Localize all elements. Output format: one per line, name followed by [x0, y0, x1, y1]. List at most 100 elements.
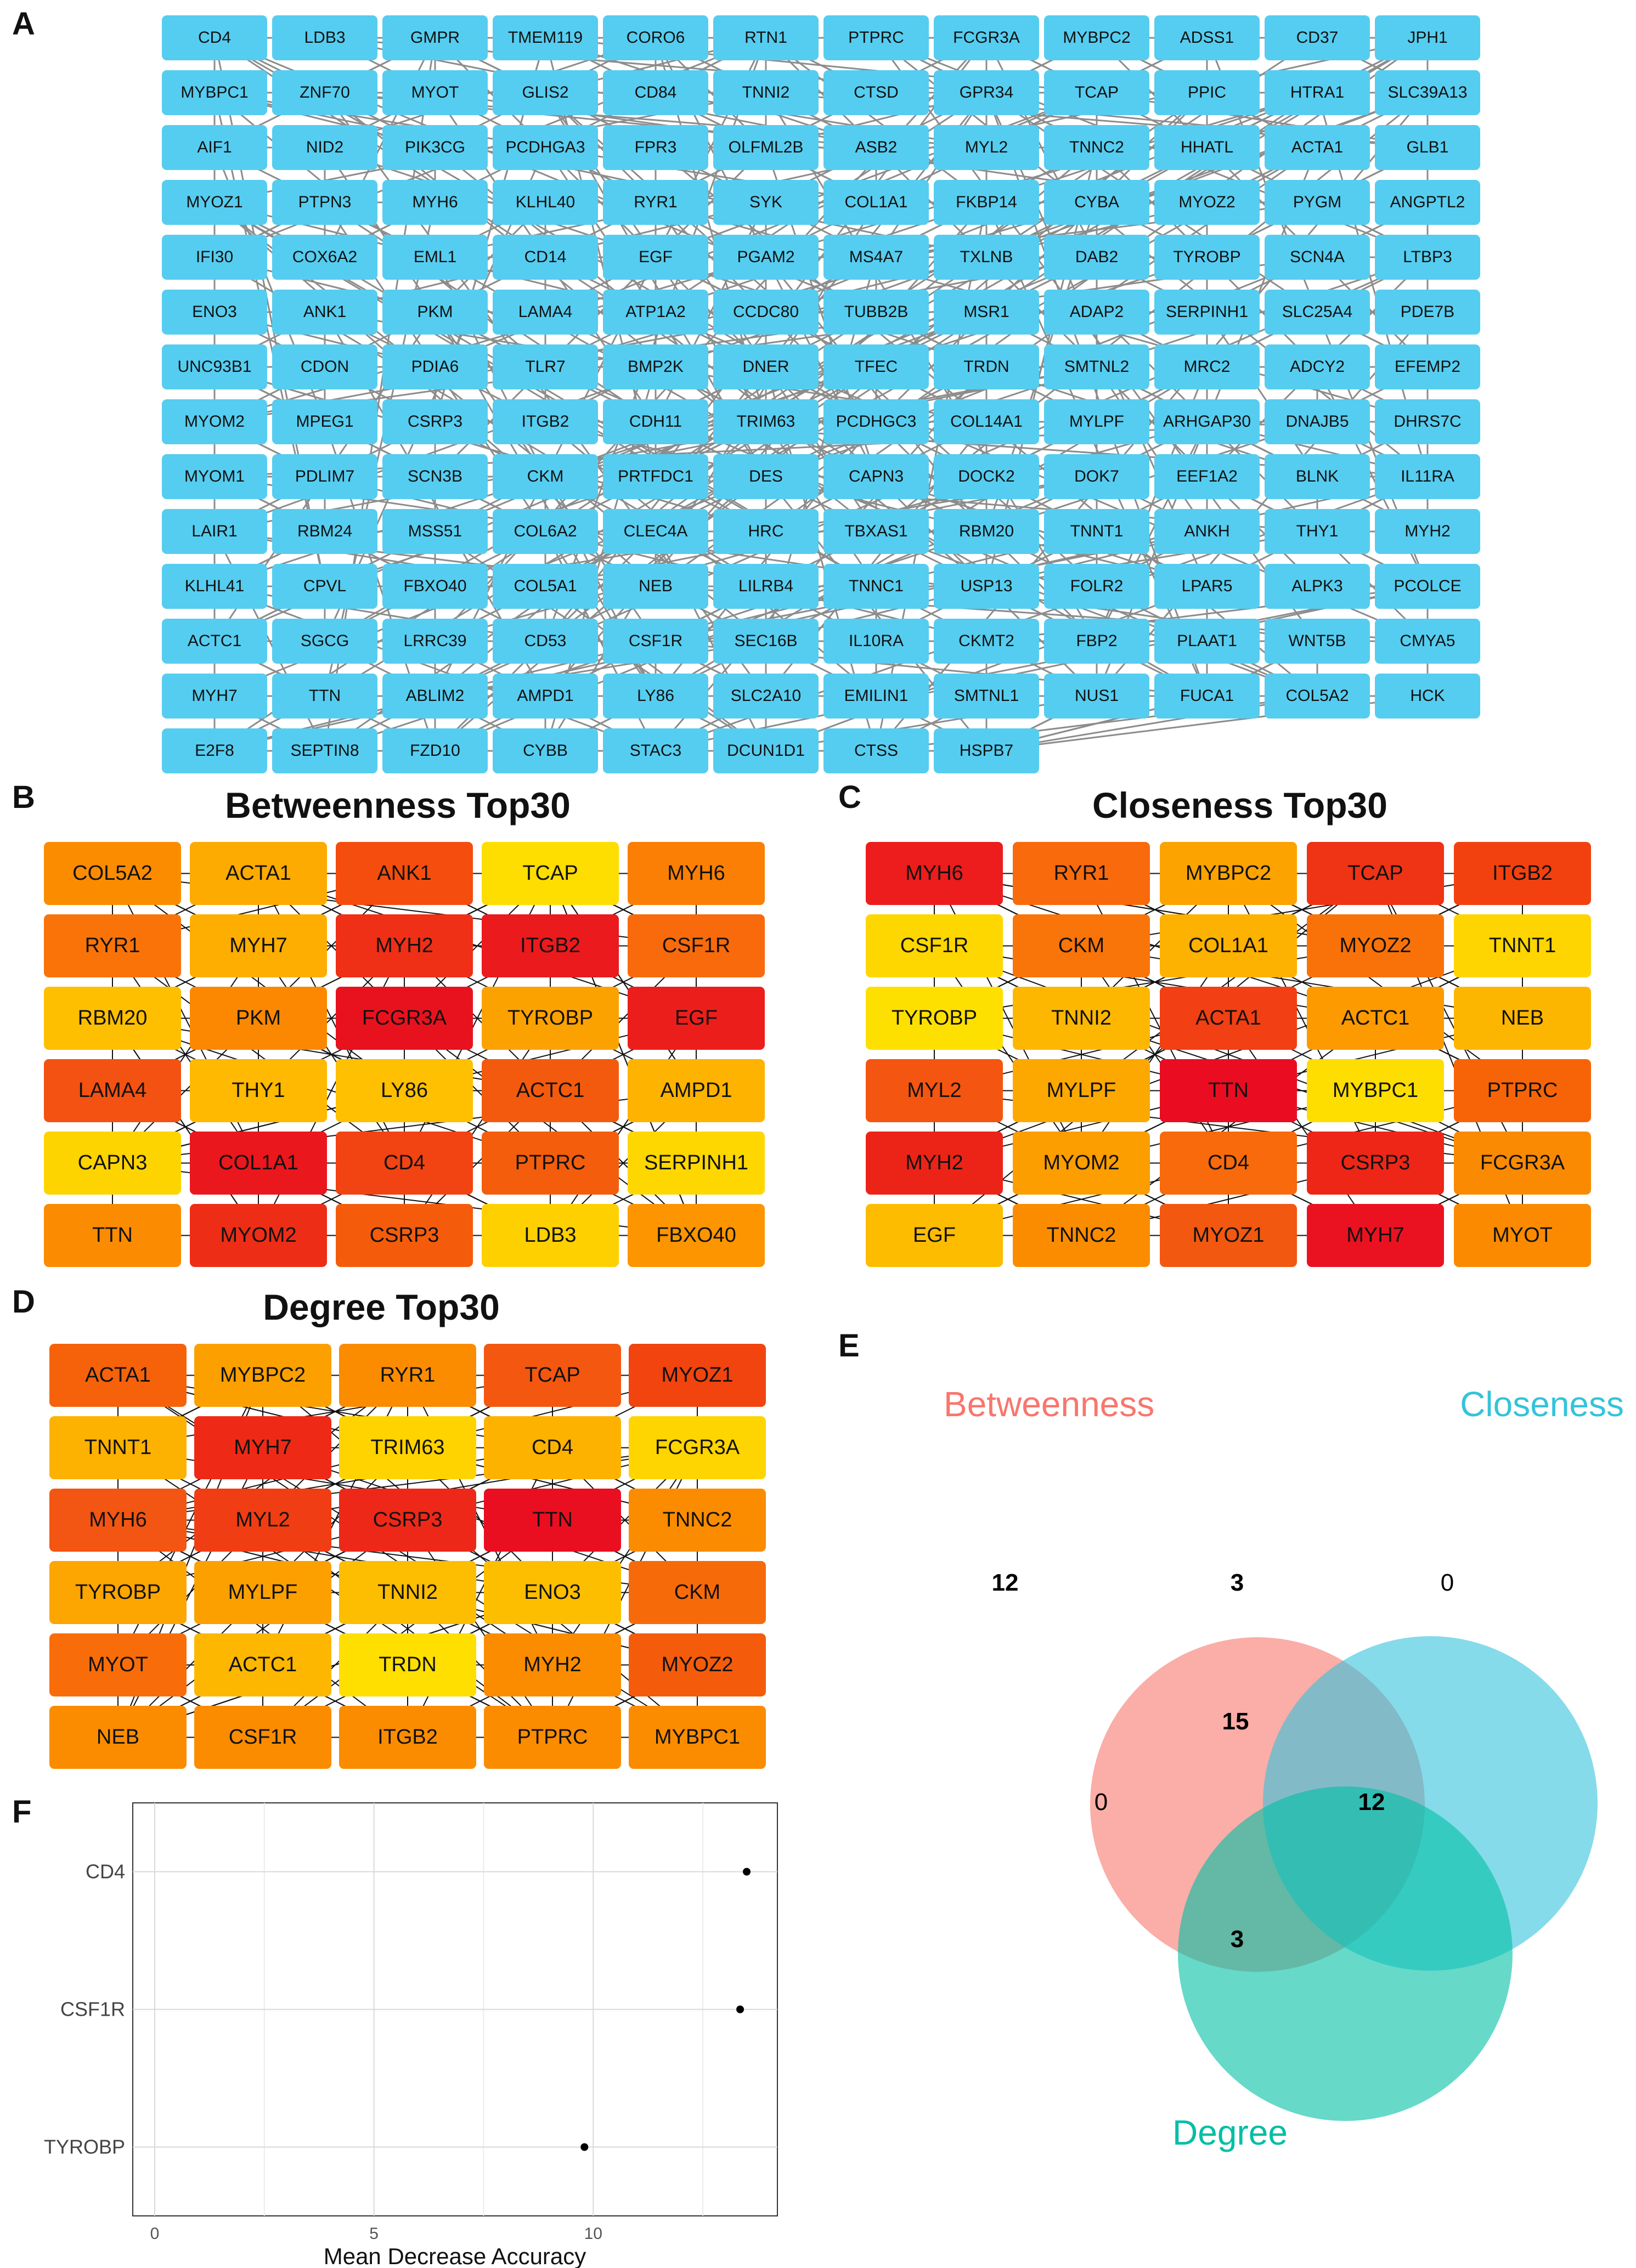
gene-node[interactable]: RBM24 — [272, 509, 377, 554]
gene-node[interactable]: TFEC — [823, 344, 929, 389]
gene-node[interactable]: ACTC1 — [162, 619, 267, 664]
degree-node[interactable]: FCGR3A — [629, 1416, 766, 1479]
degree-node[interactable]: CSF1R — [194, 1706, 331, 1769]
betweenness-node[interactable]: MYH6 — [628, 842, 765, 905]
gene-node[interactable]: GLB1 — [1375, 125, 1480, 170]
gene-node[interactable]: IL11RA — [1375, 454, 1480, 499]
betweenness-node[interactable]: TTN — [44, 1204, 181, 1267]
gene-node[interactable]: IFI30 — [162, 235, 267, 280]
gene-node[interactable]: FBP2 — [1044, 619, 1149, 664]
closeness-node[interactable]: MYOT — [1454, 1204, 1591, 1267]
gene-node[interactable]: CAPN3 — [823, 454, 929, 499]
closeness-node[interactable]: MYLPF — [1013, 1059, 1150, 1122]
gene-node[interactable]: MS4A7 — [823, 235, 929, 280]
betweenness-node[interactable]: ANK1 — [336, 842, 473, 905]
gene-node[interactable]: HRC — [713, 509, 819, 554]
gene-node[interactable]: LAIR1 — [162, 509, 267, 554]
gene-node[interactable]: ARHGAP30 — [1154, 399, 1260, 444]
closeness-node[interactable]: MYOM2 — [1013, 1132, 1150, 1195]
gene-node[interactable]: BLNK — [1265, 454, 1370, 499]
gene-node[interactable]: COL5A2 — [1265, 674, 1370, 719]
gene-node[interactable]: BMP2K — [603, 344, 708, 389]
degree-node[interactable]: RYR1 — [339, 1344, 476, 1407]
gene-node[interactable]: IL10RA — [823, 619, 929, 664]
gene-node[interactable]: TCAP — [1044, 70, 1149, 115]
gene-node[interactable]: TNNC1 — [823, 564, 929, 609]
gene-node[interactable]: HCK — [1375, 674, 1480, 719]
gene-node[interactable]: MSR1 — [934, 290, 1039, 335]
gene-node[interactable]: FUCA1 — [1154, 674, 1260, 719]
closeness-node[interactable]: TNNC2 — [1013, 1204, 1150, 1267]
betweenness-node[interactable]: LY86 — [336, 1059, 473, 1122]
degree-node[interactable]: TCAP — [484, 1344, 621, 1407]
gene-node[interactable]: TRDN — [934, 344, 1039, 389]
betweenness-node[interactable]: ACTC1 — [482, 1059, 619, 1122]
gene-node[interactable]: MYLPF — [1044, 399, 1149, 444]
gene-node[interactable]: SEPTIN8 — [272, 728, 377, 773]
closeness-node[interactable]: MYOZ1 — [1160, 1204, 1297, 1267]
gene-node[interactable]: TMEM119 — [493, 15, 598, 60]
degree-node[interactable]: NEB — [49, 1706, 187, 1769]
gene-node[interactable]: DNER — [713, 344, 819, 389]
degree-node[interactable]: MYOT — [49, 1633, 187, 1696]
degree-node[interactable]: TNNT1 — [49, 1416, 187, 1479]
gene-node[interactable]: TYROBP — [1154, 235, 1260, 280]
gene-node[interactable]: COL1A1 — [823, 180, 929, 225]
closeness-node[interactable]: ACTC1 — [1307, 987, 1444, 1050]
closeness-node[interactable]: EGF — [866, 1204, 1003, 1267]
betweenness-node[interactable]: CD4 — [336, 1132, 473, 1195]
degree-node[interactable]: MYBPC1 — [629, 1706, 766, 1769]
betweenness-node[interactable]: LDB3 — [482, 1204, 619, 1267]
gene-node[interactable]: WNT5B — [1265, 619, 1370, 664]
gene-node[interactable]: CYBB — [493, 728, 598, 773]
gene-node[interactable]: FZD10 — [382, 728, 488, 773]
betweenness-node[interactable]: ITGB2 — [482, 914, 619, 977]
gene-node[interactable]: CD37 — [1265, 15, 1370, 60]
closeness-node[interactable]: CSRP3 — [1307, 1132, 1444, 1195]
betweenness-node[interactable]: MYH2 — [336, 914, 473, 977]
closeness-node[interactable]: TNNT1 — [1454, 914, 1591, 977]
closeness-node[interactable]: CD4 — [1160, 1132, 1297, 1195]
gene-node[interactable]: FPR3 — [603, 125, 708, 170]
closeness-node[interactable]: TNNI2 — [1013, 987, 1150, 1050]
gene-node[interactable]: DCUN1D1 — [713, 728, 819, 773]
betweenness-node[interactable]: SERPINH1 — [628, 1132, 765, 1195]
gene-node[interactable]: MYOM1 — [162, 454, 267, 499]
gene-node[interactable]: TNNC2 — [1044, 125, 1149, 170]
gene-node[interactable]: ENO3 — [162, 290, 267, 335]
degree-node[interactable]: CKM — [629, 1561, 766, 1624]
gene-node[interactable]: ANKH — [1154, 509, 1260, 554]
gene-node[interactable]: PCDHGC3 — [823, 399, 929, 444]
degree-node[interactable]: TTN — [484, 1489, 621, 1552]
betweenness-node[interactable]: PTPRC — [482, 1132, 619, 1195]
degree-node[interactable]: MYBPC2 — [194, 1344, 331, 1407]
gene-node[interactable]: ITGB2 — [493, 399, 598, 444]
gene-node[interactable]: SGCG — [272, 619, 377, 664]
degree-node[interactable]: MYH6 — [49, 1489, 187, 1552]
betweenness-node[interactable]: ACTA1 — [190, 842, 327, 905]
betweenness-node[interactable]: TYROBP — [482, 987, 619, 1050]
gene-node[interactable]: TUBB2B — [823, 290, 929, 335]
gene-node[interactable]: FBXO40 — [382, 564, 488, 609]
gene-node[interactable]: SYK — [713, 180, 819, 225]
gene-node[interactable]: GMPR — [382, 15, 488, 60]
gene-node[interactable]: SCN4A — [1265, 235, 1370, 280]
closeness-node[interactable]: MYBPC1 — [1307, 1059, 1444, 1122]
betweenness-node[interactable]: MYOM2 — [190, 1204, 327, 1267]
betweenness-node[interactable]: TCAP — [482, 842, 619, 905]
gene-node[interactable]: DHRS7C — [1375, 399, 1480, 444]
gene-node[interactable]: PDIA6 — [382, 344, 488, 389]
gene-node[interactable]: PTPRC — [823, 15, 929, 60]
gene-node[interactable]: JPH1 — [1375, 15, 1480, 60]
degree-node[interactable]: TNNI2 — [339, 1561, 476, 1624]
gene-node[interactable]: DOCK2 — [934, 454, 1039, 499]
closeness-node[interactable]: TTN — [1160, 1059, 1297, 1122]
closeness-node[interactable]: ACTA1 — [1160, 987, 1297, 1050]
gene-node[interactable]: DOK7 — [1044, 454, 1149, 499]
betweenness-node[interactable]: PKM — [190, 987, 327, 1050]
gene-node[interactable]: DES — [713, 454, 819, 499]
gene-node[interactable]: CYBA — [1044, 180, 1149, 225]
gene-node[interactable]: ADCY2 — [1265, 344, 1370, 389]
gene-node[interactable]: PLAAT1 — [1154, 619, 1260, 664]
gene-node[interactable]: COL14A1 — [934, 399, 1039, 444]
